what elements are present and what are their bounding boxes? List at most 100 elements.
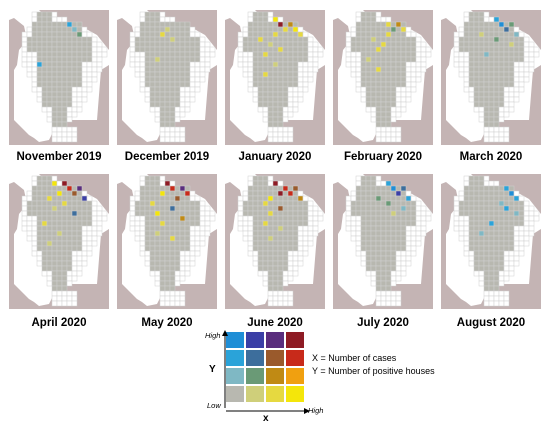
map-grid-cell	[503, 101, 510, 108]
map-grid-cell	[513, 255, 520, 262]
map-grid-cell	[488, 51, 495, 58]
map-grid-cell	[390, 41, 397, 48]
map-grid-cell	[76, 91, 83, 98]
map-grid-cell	[21, 225, 28, 232]
map-grid-cell	[503, 96, 510, 103]
map-grid-cell	[189, 190, 196, 197]
map-grid-cell	[61, 260, 68, 267]
map-grid-cell	[508, 51, 515, 58]
map-grid-cell	[468, 21, 475, 28]
map-grid-cell	[267, 200, 274, 207]
map-grid-cell	[503, 71, 510, 78]
map-panel-november-2019: November 2019	[9, 10, 109, 163]
map-grid-cell	[365, 250, 372, 257]
map-grid-cell	[174, 300, 181, 307]
map-grid-cell	[56, 295, 63, 302]
map-grid-cell	[390, 56, 397, 63]
map-grid-cell	[287, 101, 294, 108]
map-grid-cell	[247, 86, 254, 93]
map-grid-cell	[91, 235, 98, 242]
map-grid-cell	[174, 185, 181, 192]
map-grid-cell	[282, 255, 289, 262]
map-grid-cell	[503, 126, 510, 133]
map-grid-cell	[96, 205, 103, 212]
map-grid-cell	[66, 116, 73, 123]
map-grid-cell	[56, 131, 63, 138]
map-grid-cell	[302, 46, 309, 53]
map-grid-cell	[415, 56, 422, 63]
map-grid-cell	[199, 46, 206, 53]
map-grid-cell	[194, 41, 201, 48]
map-grid-cell	[267, 300, 274, 307]
map-grid-cell	[410, 56, 417, 63]
map-grid-cell	[345, 36, 352, 43]
map-grid-cell	[159, 116, 166, 123]
map-grid-cell	[237, 205, 244, 212]
map-grid-cell	[96, 51, 103, 58]
map-grid-cell	[86, 195, 93, 202]
map-grid-cell	[164, 270, 171, 277]
map-grid-cell	[41, 26, 48, 33]
map-grid-cell	[385, 195, 392, 202]
map-grid-cell	[410, 195, 417, 202]
map-grid-cell	[523, 230, 530, 237]
map-grid-cell	[395, 270, 402, 277]
map-grid-cell	[380, 195, 387, 202]
map-grid-cell	[405, 91, 412, 98]
map-grid-cell	[375, 91, 382, 98]
map-grid-cell	[488, 240, 495, 247]
map-grid-cell	[51, 175, 58, 182]
map-grid-cell	[297, 195, 304, 202]
map-grid-cell	[375, 16, 382, 23]
map-grid-cell	[164, 290, 171, 297]
map-grid-cell	[164, 275, 171, 282]
map-grid-cell	[508, 240, 515, 247]
map-grid-cell	[375, 250, 382, 257]
map-grid-cell	[390, 185, 397, 192]
map-grid-cell	[252, 66, 259, 73]
map-grid-cell	[415, 61, 422, 68]
map-grid-cell	[380, 265, 387, 272]
map-grid-cell	[350, 26, 357, 33]
map-grid-cell	[257, 26, 264, 33]
map-grid-cell	[365, 265, 372, 272]
map-grid-cell	[46, 185, 53, 192]
map-grid-cell	[370, 21, 377, 28]
map-grid-cell	[189, 86, 196, 93]
map-january-2020	[225, 10, 325, 145]
map-grid-cell	[26, 230, 33, 237]
map-grid-cell	[395, 200, 402, 207]
map-grid-cell	[277, 46, 284, 53]
map-grid-cell	[287, 111, 294, 118]
map-grid-cell	[194, 210, 201, 217]
map-grid-cell	[154, 250, 161, 257]
map-grid-cell	[478, 71, 485, 78]
map-grid-cell	[277, 180, 284, 187]
map-grid-cell	[81, 190, 88, 197]
map-grid-cell	[56, 235, 63, 242]
map-grid-cell	[184, 101, 191, 108]
map-grid-cell	[257, 205, 264, 212]
map-grid-cell	[257, 215, 264, 222]
map-grid-cell	[307, 230, 314, 237]
map-grid-cell	[91, 200, 98, 207]
map-grid-cell	[174, 295, 181, 302]
map-grid-cell	[400, 265, 407, 272]
map-grid-cell	[400, 270, 407, 277]
map-grid-cell	[297, 210, 304, 217]
map-grid-cell	[302, 86, 309, 93]
map-grid-cell	[252, 185, 259, 192]
map-grid-cell	[272, 76, 279, 83]
map-grid-cell	[488, 121, 495, 128]
map-grid-cell	[184, 41, 191, 48]
map-grid-cell	[184, 91, 191, 98]
map-grid-cell	[242, 71, 249, 78]
map-grid-cell	[144, 36, 151, 43]
map-grid-cell	[134, 205, 141, 212]
map-grid-cell	[420, 215, 427, 222]
map-grid-cell	[31, 190, 38, 197]
map-grid-cell	[365, 230, 372, 237]
map-grid-cell	[287, 290, 294, 297]
map-grid-cell	[385, 270, 392, 277]
map-grid-cell	[31, 11, 38, 18]
